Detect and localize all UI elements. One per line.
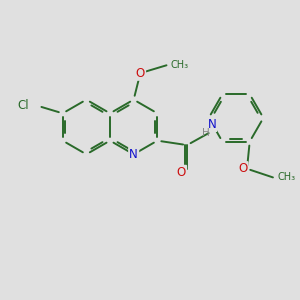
Text: Cl: Cl [18, 99, 29, 112]
Text: CH₃: CH₃ [171, 60, 189, 70]
Text: O: O [177, 166, 186, 179]
Text: O: O [136, 67, 145, 80]
Text: H: H [202, 128, 210, 138]
Text: O: O [238, 162, 247, 175]
Text: N: N [129, 148, 138, 161]
Text: CH₃: CH₃ [277, 172, 296, 182]
Text: N: N [208, 118, 217, 131]
